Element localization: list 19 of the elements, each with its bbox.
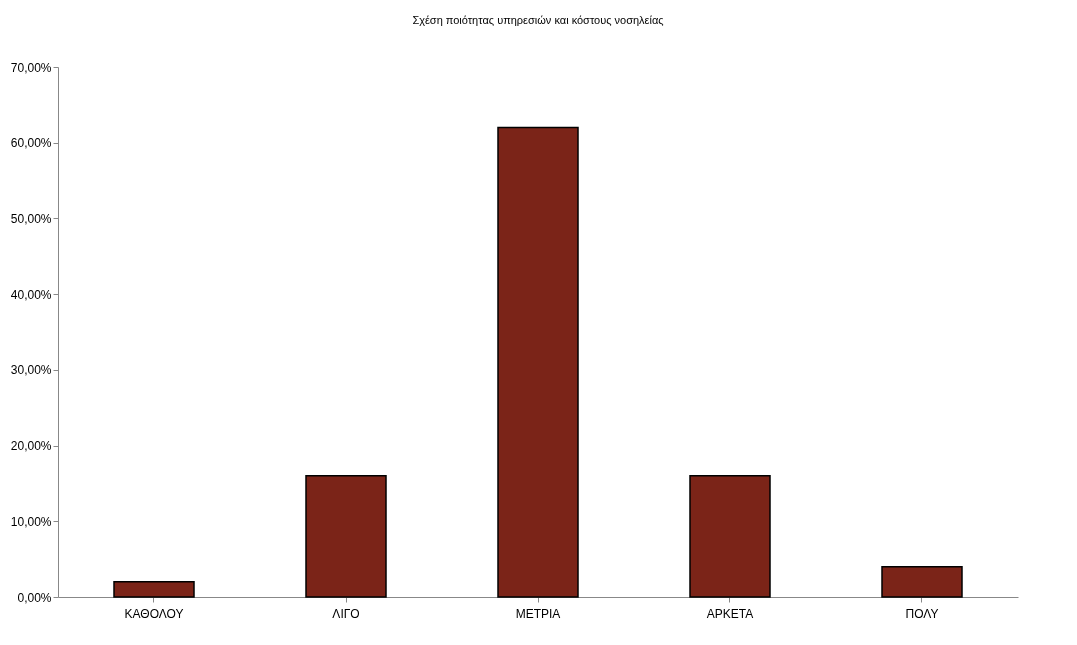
chart-title: Σχέση ποιότητας υπηρεσιών και κόστους νοσηλείας bbox=[412, 14, 664, 26]
y-tick-label: 0,00% bbox=[17, 590, 52, 605]
bar bbox=[305, 475, 387, 598]
bar bbox=[497, 126, 579, 598]
bar bbox=[689, 475, 771, 598]
x-tick-label: ΜΕΤΡΙΑ bbox=[515, 606, 561, 621]
y-tick-label: 20,00% bbox=[10, 439, 52, 454]
x-tick-label: ΑΡΚΕΤΑ bbox=[706, 606, 754, 621]
y-tick-label: 70,00% bbox=[10, 60, 52, 75]
y-tick-label: 40,00% bbox=[10, 287, 52, 302]
y-tick-label: 60,00% bbox=[10, 136, 52, 151]
x-tick-label: ΚΑΘΟΛΟΥ bbox=[124, 606, 184, 621]
y-tick-label: 50,00% bbox=[10, 211, 52, 226]
bar bbox=[881, 565, 963, 598]
x-tick-label: ΠΟΛΥ bbox=[905, 606, 939, 621]
x-tick-label: ΛΙΓΟ bbox=[332, 606, 360, 621]
y-tick-label: 10,00% bbox=[10, 514, 52, 529]
bar bbox=[113, 581, 195, 598]
y-tick-label: 30,00% bbox=[10, 363, 52, 378]
